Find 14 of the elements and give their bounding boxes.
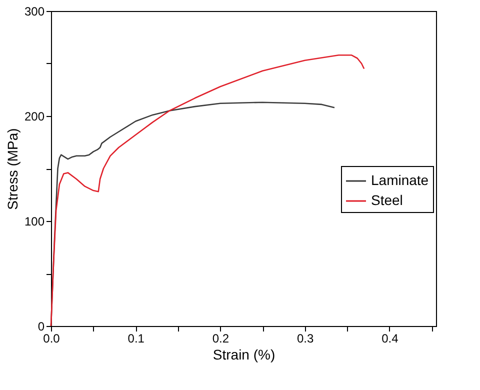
- line-series: [50, 54, 365, 327]
- y-tick-label: 0: [38, 320, 45, 334]
- x-tick-label: 0.2: [212, 332, 230, 346]
- x-tick-label: 0.4: [382, 332, 399, 346]
- x-tick-label: 0.0: [43, 332, 60, 346]
- y-tick-label: 300: [24, 4, 45, 18]
- legend-label: Steel: [371, 192, 403, 208]
- legend-label: Laminate: [371, 172, 429, 188]
- y-tick-label: 100: [24, 214, 45, 228]
- x-tick-label: 0.3: [297, 332, 314, 346]
- x-axis-title: Strain (%): [212, 346, 276, 362]
- y-tick-label: 200: [24, 110, 45, 124]
- x-tick-label: 0.1: [128, 332, 145, 346]
- y-axis-title: Stress (MPa): [4, 128, 20, 210]
